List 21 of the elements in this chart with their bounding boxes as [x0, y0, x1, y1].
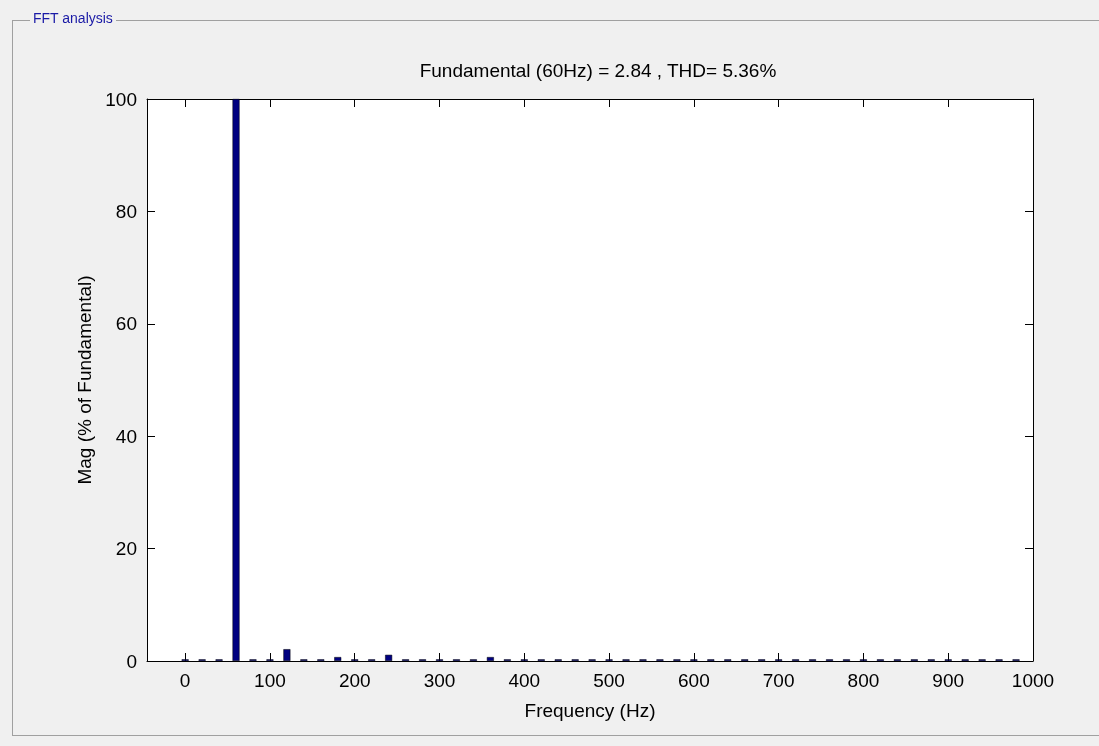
- y-tick-label: 0: [126, 650, 137, 672]
- x-tick-label: 900: [932, 670, 965, 691]
- x-tick-label: 100: [254, 670, 286, 691]
- x-tick-label: 800: [847, 670, 880, 691]
- y-tick-label: 20: [115, 538, 137, 560]
- x-tick-label: 200: [338, 670, 371, 691]
- chart-title: Fundamental (60Hz) = 2.84 , THD= 5.36%: [419, 60, 777, 81]
- x-tick-label: 1000: [1011, 670, 1055, 691]
- y-tick-label: 60: [115, 313, 137, 335]
- x-tick-label: 600: [678, 670, 710, 691]
- y-axis-title: Mag (% of Fundamental): [74, 275, 96, 485]
- y-tick-label: 80: [115, 200, 137, 222]
- x-tick-label: 700: [762, 670, 795, 691]
- x-tick-label: 0: [179, 670, 191, 691]
- x-tick-label: 300: [423, 670, 456, 691]
- x-tick-label: 400: [508, 670, 541, 691]
- y-tick-label: 100: [105, 88, 137, 110]
- x-tick-label: 500: [593, 670, 625, 691]
- y-tick-label: 40: [115, 425, 137, 447]
- text: FFT analysis: [30, 10, 116, 26]
- x-axis-title: Frequency (Hz): [524, 700, 656, 721]
